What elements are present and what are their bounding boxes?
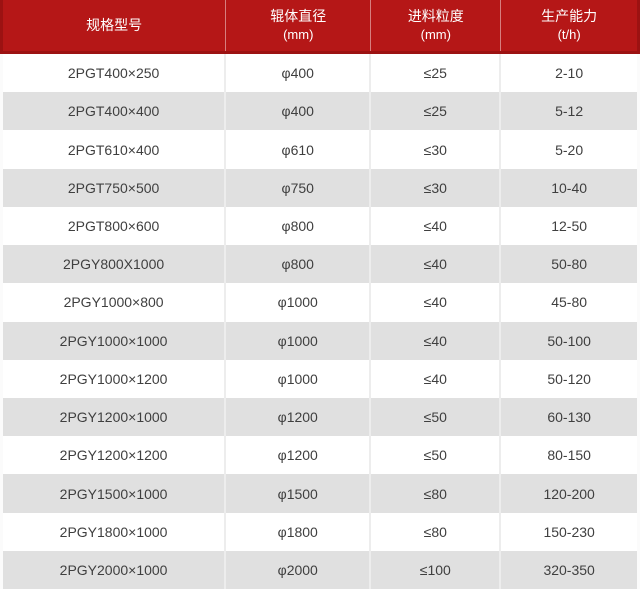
table-cell: φ1800 — [226, 512, 372, 551]
table-cell: φ750 — [226, 168, 372, 207]
column-header-unit: (t/h) — [557, 27, 581, 42]
table-cell: 5-12 — [555, 103, 584, 120]
table-row: 2PGT400×400 φ400 ≤25 5-12 — [3, 92, 637, 131]
table-cell: 10-40 — [551, 179, 588, 196]
table-cell: 5-20 — [555, 141, 584, 158]
column-header-label: 生产能力 — [541, 8, 598, 24]
table-cell: φ1500 — [226, 474, 372, 513]
table-cell: 12-50 — [551, 217, 588, 234]
table-row: 2PGY800X1000 φ800 ≤40 50-80 — [3, 245, 637, 284]
table-cell: 50-80 — [551, 256, 588, 273]
table-cell: 45-80 — [551, 294, 588, 311]
column-header: 规格型号 — [3, 0, 227, 51]
table-cell: 2PGT400×250 — [3, 54, 227, 93]
table-cell: 2PGY1200×1000 — [3, 397, 227, 437]
table-cell: 50-100 — [547, 332, 591, 349]
table-cell: φ800 — [226, 245, 372, 284]
table-cell: φ1000 — [226, 321, 372, 360]
table-cell: 2PGT610×400 — [3, 130, 227, 169]
table-cell: 2PGY1800×1000 — [3, 512, 227, 551]
table-cell: ≤40 — [371, 359, 502, 398]
table-cell: ≤100 — [371, 550, 502, 589]
table-cell: 2-10 — [555, 65, 584, 82]
column-header-unit: (mm) — [420, 27, 451, 42]
table-cell: ≤40 — [371, 283, 502, 322]
table-row: 2PGY2000×1000 φ2000 ≤100 320-350 — [3, 550, 637, 589]
table-cell: ≤40 — [371, 206, 502, 246]
table-cell: 2PGT750×500 — [3, 168, 227, 207]
table-cell: ≤40 — [371, 245, 502, 284]
table-cell: 2PGY800X1000 — [3, 245, 227, 284]
table-cell: ≤80 — [371, 512, 502, 551]
table-cell: 2PGY1000×800 — [3, 283, 227, 322]
table-cell: φ400 — [226, 54, 372, 93]
table-cell: 50-120 — [547, 370, 591, 387]
table-row: 2PGT800×600 φ800 ≤40 12-50 — [3, 206, 637, 246]
table-cell: φ1200 — [226, 397, 372, 437]
column-header-label: 辊体直径 — [270, 8, 327, 24]
table-row: 2PGT750×500 φ750 ≤30 10-40 — [3, 168, 637, 207]
column-header-label: 规格型号 — [86, 17, 143, 33]
table-cell: φ400 — [226, 92, 372, 131]
table-cell: φ1200 — [226, 436, 372, 475]
table-cell: 150-230 — [543, 523, 595, 540]
table-cell: φ2000 — [226, 550, 372, 589]
table-cell: ≤25 — [371, 54, 502, 93]
table-cell: ≤30 — [371, 168, 502, 207]
column-header: 进料粒度 (mm) — [371, 0, 502, 51]
table-cell: 80-150 — [547, 447, 591, 464]
table-cell: ≤50 — [371, 397, 502, 437]
table-body: 2PGT400×250 φ400 ≤25 2-10 2PGT400×400 φ4… — [0, 54, 640, 589]
table-cell: ≤50 — [371, 436, 502, 475]
table-row: 2PGY1500×1000 φ1500 ≤80 120-200 — [3, 474, 637, 513]
table-cell: φ1000 — [226, 359, 372, 398]
column-header-label: 进料粒度 — [407, 8, 464, 24]
table-cell: 2PGY1500×1000 — [3, 474, 227, 513]
table-cell: 120-200 — [543, 485, 595, 502]
table-cell: ≤30 — [371, 130, 502, 169]
table-header-row: 规格型号 辊体直径 (mm) 进料粒度 (mm) 生产能力 (t/h) — [0, 0, 640, 54]
column-header: 生产能力 (t/h) — [501, 0, 637, 51]
table-cell: φ800 — [226, 206, 372, 246]
table-cell: ≤25 — [371, 92, 502, 131]
table-row: 2PGY1000×1200 φ1000 ≤40 50-120 — [3, 359, 637, 398]
table-cell: ≤80 — [371, 474, 502, 513]
table-row: 2PGT610×400 φ610 ≤30 5-20 — [3, 130, 637, 169]
table-cell: 320-350 — [543, 561, 595, 578]
column-header-unit: (mm) — [283, 27, 314, 42]
table-cell: 2PGY1000×1200 — [3, 359, 227, 398]
table-cell: 2PGY1200×1200 — [3, 436, 227, 475]
table-row: 2PGY1200×1000 φ1200 ≤50 60-130 — [3, 397, 637, 437]
column-header: 辊体直径 (mm) — [226, 0, 372, 51]
table-cell: ≤40 — [371, 321, 502, 360]
table-cell: 2PGY2000×1000 — [3, 550, 227, 589]
table-cell: 60-130 — [547, 409, 591, 426]
table-row: 2PGT400×250 φ400 ≤25 2-10 — [3, 54, 637, 93]
table-row: 2PGY1800×1000 φ1800 ≤80 150-230 — [3, 512, 637, 551]
table-row: 2PGY1000×1000 φ1000 ≤40 50-100 — [3, 321, 637, 360]
table-cell: φ1000 — [226, 283, 372, 322]
table-cell: φ610 — [226, 130, 372, 169]
table-cell: 2PGT800×600 — [3, 206, 227, 246]
table-cell: 2PGY1000×1000 — [3, 321, 227, 360]
table-cell: 2PGT400×400 — [3, 92, 227, 131]
table-row: 2PGY1200×1200 φ1200 ≤50 80-150 — [3, 436, 637, 475]
table-row: 2PGY1000×800 φ1000 ≤40 45-80 — [3, 283, 637, 322]
